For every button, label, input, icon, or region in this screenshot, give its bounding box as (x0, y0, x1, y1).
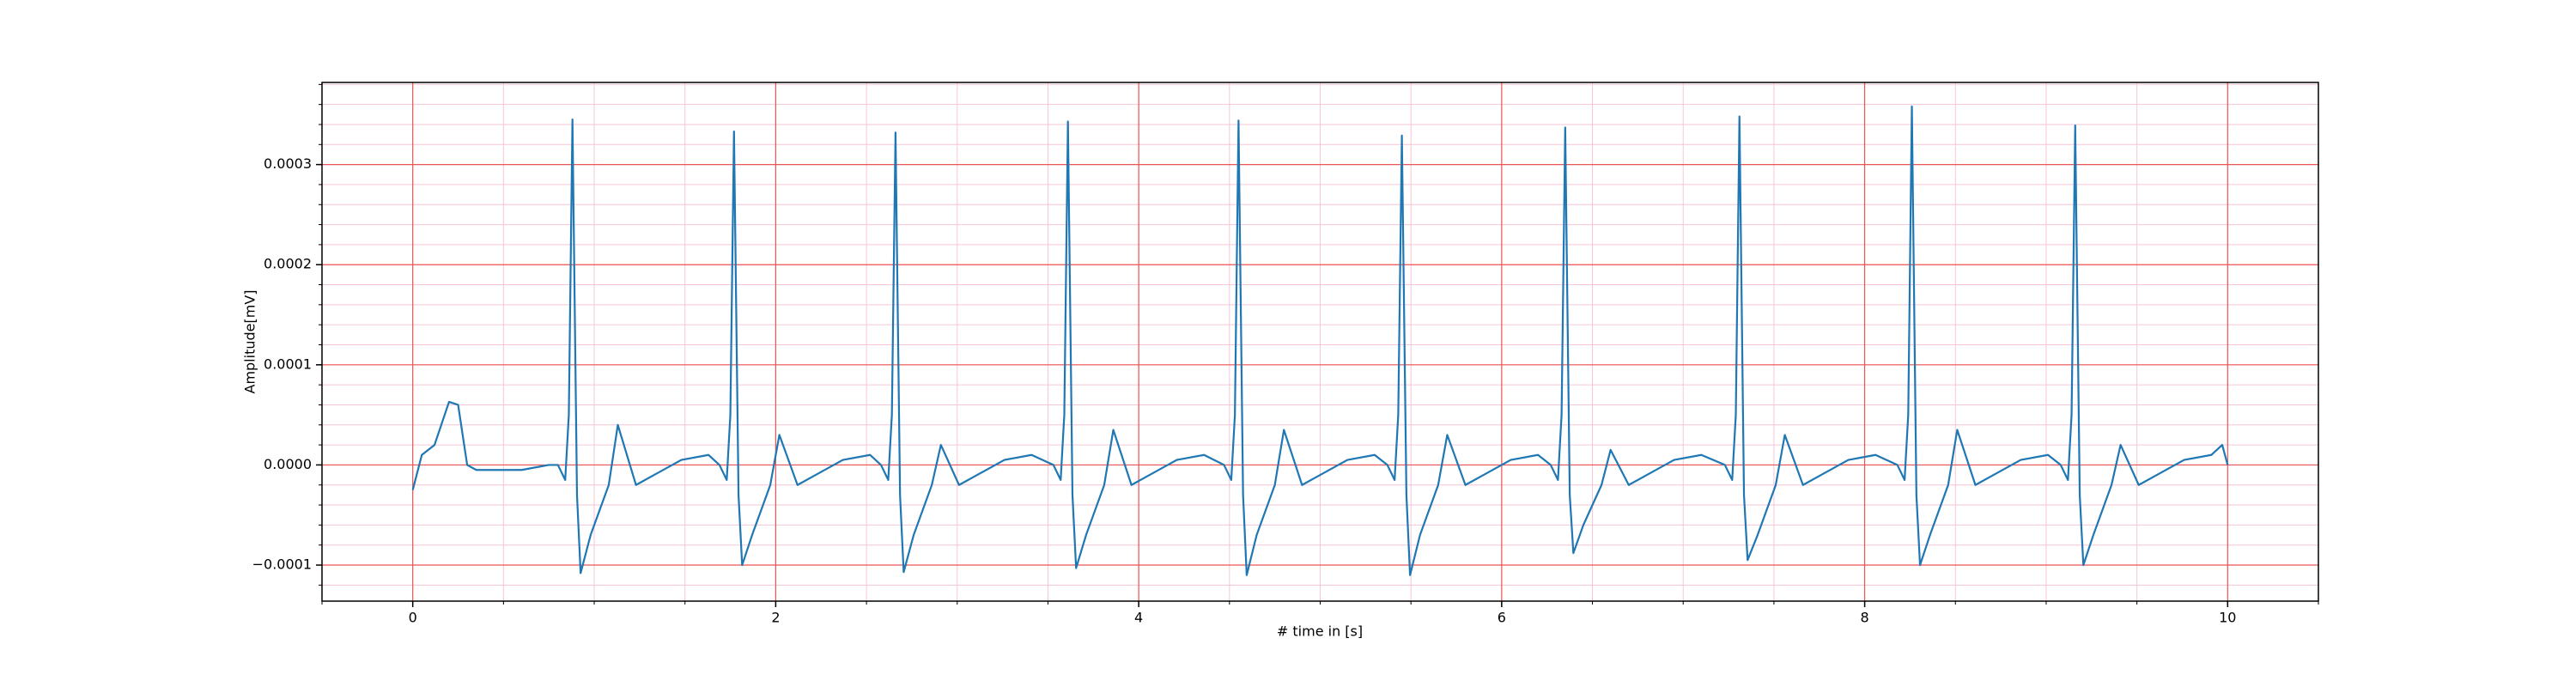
x-tick-label: 0 (409, 610, 417, 626)
x-tick-label: 4 (1134, 610, 1143, 626)
x-tick-label: 6 (1498, 610, 1506, 626)
line-series (411, 105, 2229, 576)
y-tick-label: 0.0003 (264, 155, 312, 172)
plot-frame (321, 82, 2319, 602)
y-tick-label: 0.0002 (264, 256, 312, 272)
y-tick-label: 0.0001 (264, 356, 312, 372)
y-tick-label: −0.0001 (252, 556, 312, 573)
x-tick-label: 10 (2219, 610, 2236, 626)
y-axis-label: Amplitude[mV] (242, 289, 258, 393)
x-tick-label: 8 (1860, 610, 1868, 626)
y-tick-label: 0.0000 (264, 456, 312, 472)
x-axis-label: # time in [s] (1277, 623, 1363, 640)
x-tick-label: 2 (771, 610, 780, 626)
